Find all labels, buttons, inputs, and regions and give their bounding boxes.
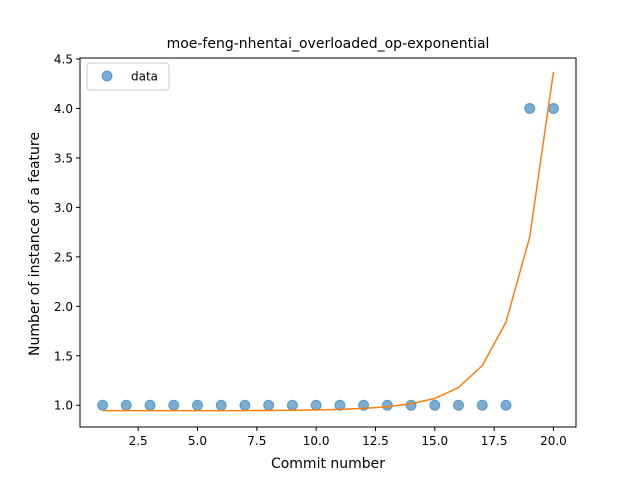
plot-area — [97, 71, 559, 412]
fit-line — [102, 71, 555, 412]
data-point — [215, 399, 227, 411]
data-point — [429, 399, 441, 411]
y-tick-label: 3.0 — [54, 201, 73, 215]
data-point — [547, 102, 559, 114]
data-point — [120, 399, 132, 411]
x-tick-label: 2.5 — [129, 434, 148, 448]
y-tick-label: 4.0 — [54, 102, 73, 116]
data-point — [191, 399, 203, 411]
x-tick-label: 17.5 — [481, 434, 508, 448]
x-tick-label: 12.5 — [362, 434, 389, 448]
data-point — [263, 399, 275, 411]
data-point — [97, 399, 109, 411]
data-point — [476, 399, 488, 411]
legend: data — [86, 62, 170, 91]
x-tick-label: 15.0 — [421, 434, 448, 448]
legend-box — [86, 62, 170, 91]
legend-label-data: data — [131, 70, 158, 84]
legend-marker — [101, 70, 113, 82]
data-point — [405, 399, 417, 411]
y-tick-label: 2.0 — [54, 300, 73, 314]
y-tick-label: 1.5 — [54, 349, 73, 363]
data-point — [144, 399, 156, 411]
y-tick-label: 2.5 — [54, 250, 73, 264]
data-point — [239, 399, 251, 411]
x-tick-label: 20.0 — [540, 434, 567, 448]
y-tick-label: 4.5 — [54, 52, 73, 66]
x-axis-ticks: 2.5 5.0 7.5 10.0 12.5 15.0 17.5 20.0 — [129, 427, 567, 448]
data-point — [453, 399, 465, 411]
chart-title: moe-feng-nhentai_overloaded_op-exponenti… — [167, 36, 490, 52]
x-tick-label: 10.0 — [303, 434, 330, 448]
data-point — [310, 399, 322, 411]
data-point — [286, 399, 298, 411]
y-axis-label: Number of instance of a feature — [27, 132, 43, 356]
y-axis-ticks: 1.0 1.5 2.0 2.5 3.0 3.5 4.0 4.5 — [54, 52, 80, 413]
x-tick-label: 5.0 — [188, 434, 207, 448]
x-axis-label: Commit number — [271, 456, 385, 472]
data-point — [168, 399, 180, 411]
axes-frame — [79, 57, 577, 428]
x-tick-label: 7.5 — [247, 434, 266, 448]
data-point — [381, 399, 393, 411]
data-point — [500, 399, 512, 411]
data-point — [524, 102, 536, 114]
y-tick-label: 1.0 — [54, 399, 73, 413]
y-tick-label: 3.5 — [54, 151, 73, 165]
data-point — [334, 399, 346, 411]
